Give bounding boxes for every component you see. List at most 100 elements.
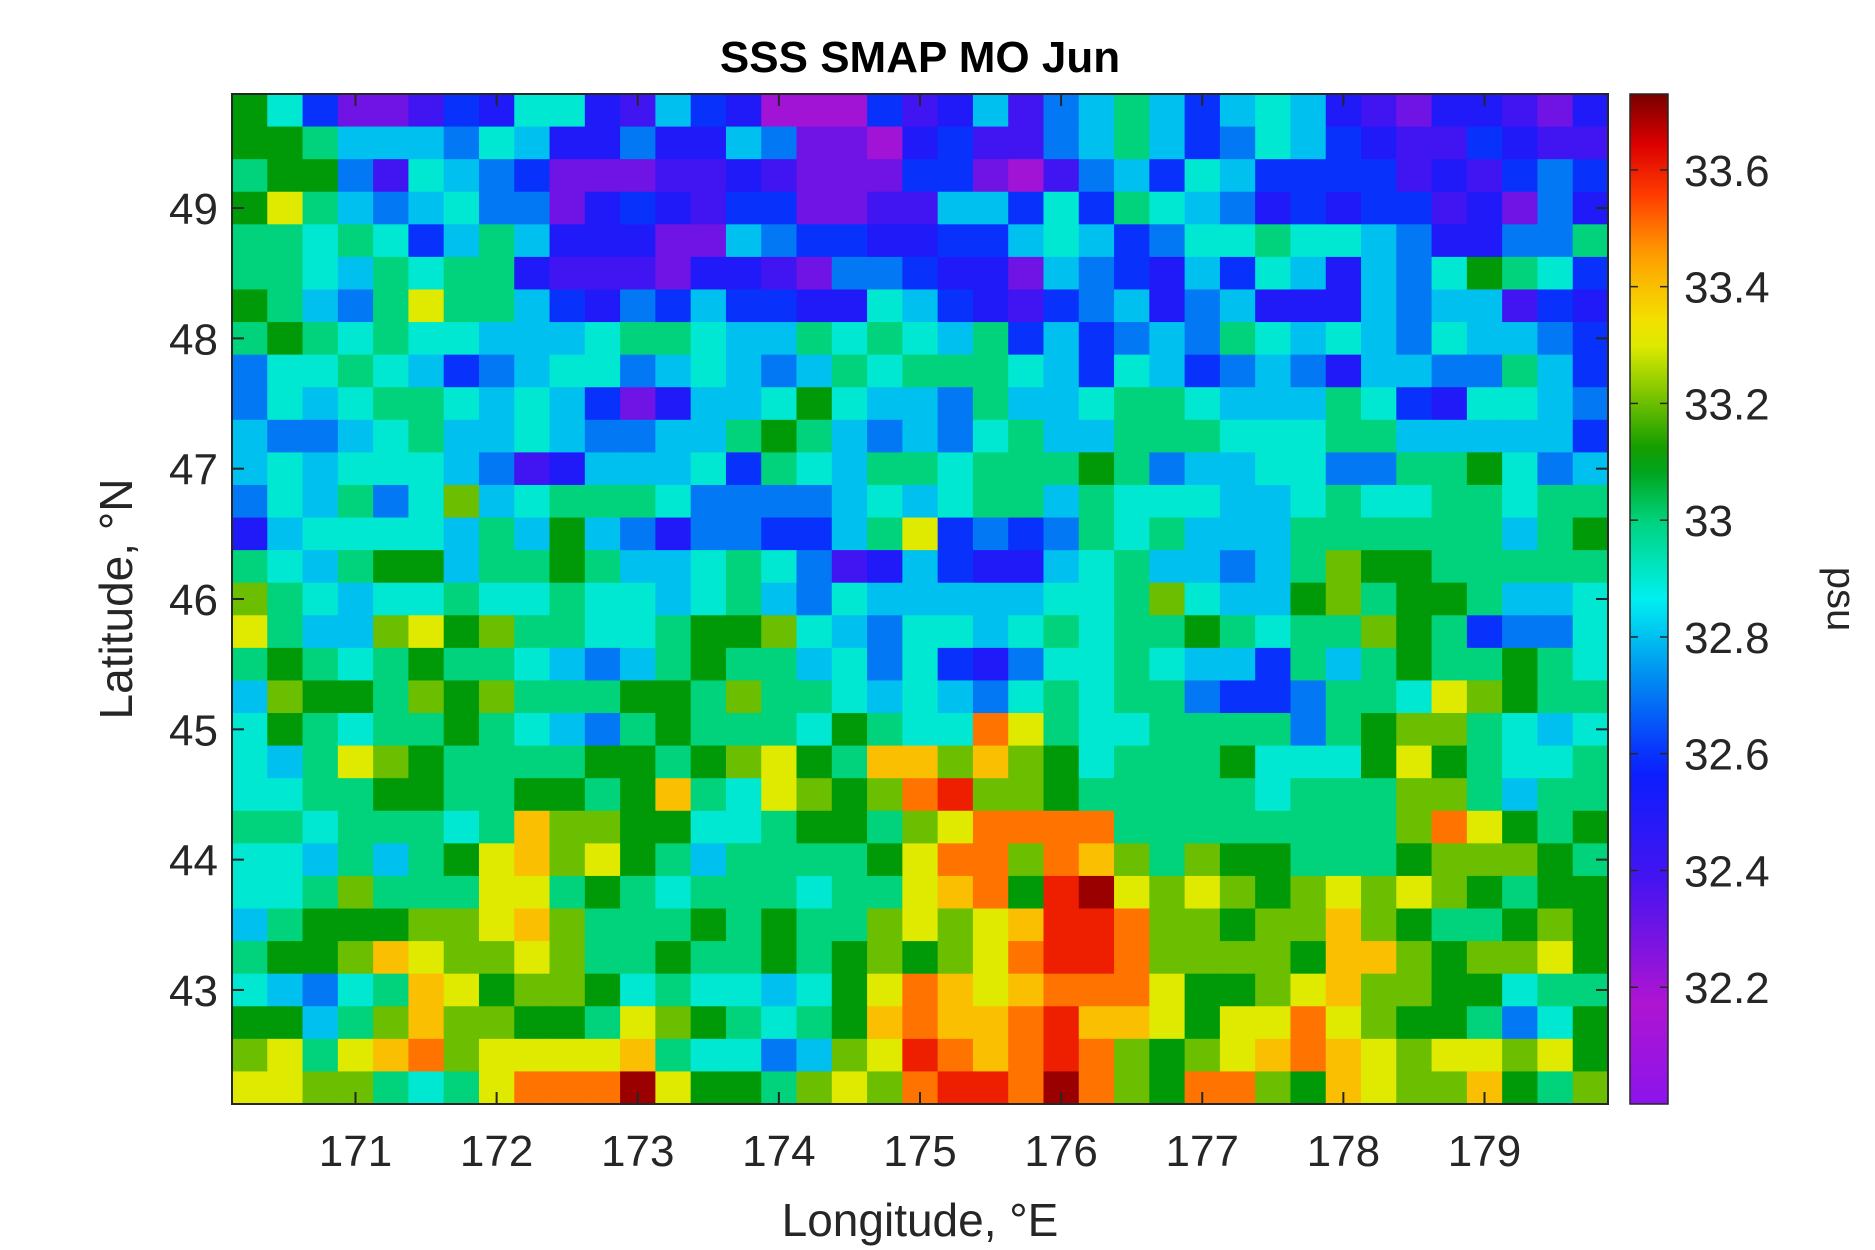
heatmap-cell	[1502, 582, 1539, 616]
heatmap-cell	[549, 289, 586, 323]
heatmap-cell	[937, 126, 974, 160]
heatmap-cell	[1431, 322, 1468, 356]
heatmap-cell	[1149, 778, 1186, 812]
colorbar-tick-label: 32.2	[1684, 964, 1770, 1013]
heatmap-cell	[373, 256, 410, 291]
heatmap-cell	[902, 1038, 939, 1073]
heatmap-cell	[1149, 810, 1186, 844]
heatmap-cell	[1219, 875, 1256, 910]
heatmap-cell	[232, 1006, 268, 1040]
heatmap-cell	[1043, 778, 1080, 812]
heatmap-cell	[1149, 191, 1186, 225]
heatmap-cell	[443, 354, 480, 388]
heatmap-cell	[902, 550, 939, 584]
heatmap-cell	[831, 713, 868, 747]
heatmap-cell	[867, 778, 903, 812]
heatmap-cell	[1114, 256, 1150, 291]
heatmap-cell	[1219, 843, 1256, 877]
heatmap-cell	[620, 419, 656, 453]
heatmap-cell	[514, 1038, 551, 1073]
heatmap-cell	[1537, 875, 1574, 910]
heatmap-cell	[1325, 289, 1362, 323]
heatmap-cell	[1219, 1038, 1256, 1073]
heatmap-cell	[1008, 94, 1045, 128]
heatmap-cell	[1361, 126, 1397, 160]
heatmap-cell	[267, 452, 304, 486]
heatmap-cell	[478, 843, 515, 877]
heatmap-cell	[1114, 582, 1150, 616]
heatmap-cell	[337, 1006, 374, 1040]
heatmap-cell	[902, 1006, 939, 1040]
heatmap-cell	[1219, 126, 1256, 160]
heatmap-cell	[972, 387, 1009, 421]
heatmap-cell	[478, 452, 515, 486]
heatmap-cell	[1466, 387, 1503, 421]
x-tick-label: 173	[601, 1127, 674, 1176]
heatmap-cell	[1255, 1038, 1292, 1073]
heatmap-cell	[902, 224, 939, 258]
heatmap-cell	[267, 1006, 304, 1040]
heatmap-cell	[690, 647, 727, 682]
heatmap-cell	[1078, 1006, 1115, 1040]
heatmap-cell	[1396, 745, 1433, 779]
heatmap-cell	[1502, 941, 1539, 975]
heatmap-cell	[1078, 680, 1115, 714]
heatmap-cell	[1290, 517, 1327, 551]
heatmap-cell	[831, 322, 868, 356]
heatmap-cell	[972, 1006, 1009, 1040]
heatmap-cell	[1184, 354, 1221, 388]
heatmap-cell	[1043, 680, 1080, 714]
heatmap-cell	[1361, 484, 1397, 519]
heatmap-cell	[1325, 550, 1362, 584]
heatmap-cell	[1078, 484, 1115, 519]
heatmap-cell	[373, 615, 410, 649]
y-tick-label: 44	[169, 837, 218, 886]
y-axis-ticks: 43 44 45 46 47 48 49	[169, 185, 1608, 1016]
heatmap-cell	[1537, 256, 1574, 291]
heatmap-cell	[1114, 745, 1150, 779]
heatmap-cell	[831, 159, 868, 193]
x-axis-ticks: 171 172 173 174 175 176 177 178 179	[319, 94, 1521, 1176]
heatmap-cell	[1361, 810, 1397, 844]
heatmap-cell	[620, 1038, 656, 1073]
heatmap-cell	[1290, 941, 1327, 975]
heatmap-cell	[1396, 810, 1433, 844]
heatmap-cell	[867, 1006, 903, 1040]
heatmap-cell	[761, 126, 798, 160]
heatmap-cell	[1219, 289, 1256, 323]
heatmap-cell	[408, 680, 445, 714]
heatmap-cell	[655, 126, 692, 160]
heatmap-cell	[1325, 126, 1362, 160]
heatmap-cell	[1290, 419, 1327, 453]
heatmap-cell	[478, 224, 515, 258]
heatmap-cell	[1325, 322, 1362, 356]
heatmap-cell	[867, 810, 903, 844]
heatmap-cell	[549, 191, 586, 225]
heatmap-cell	[1255, 224, 1292, 258]
heatmap-cell	[1361, 191, 1397, 225]
heatmap-cell	[1043, 322, 1080, 356]
heatmap-cell	[796, 256, 833, 291]
heatmap-cell	[655, 322, 692, 356]
heatmap-cell	[1361, 1038, 1397, 1073]
heatmap-cell	[937, 1006, 974, 1040]
heatmap-cell	[267, 941, 304, 975]
heatmap-cell	[1290, 875, 1327, 910]
heatmap-cell	[655, 843, 692, 877]
heatmap-cell	[867, 908, 903, 942]
heatmap-cell	[373, 322, 410, 356]
heatmap-cell	[1431, 94, 1468, 128]
heatmap-cell	[972, 126, 1009, 160]
heatmap-cell	[1396, 550, 1433, 584]
heatmap-cell	[514, 224, 551, 258]
heatmap-cell	[902, 517, 939, 551]
heatmap-cell	[972, 191, 1009, 225]
heatmap-cell	[655, 615, 692, 649]
heatmap-cell	[761, 941, 798, 975]
heatmap-cell	[1537, 354, 1574, 388]
heatmap-cell	[1219, 191, 1256, 225]
heatmap-cell	[1114, 224, 1150, 258]
heatmap-cell	[1078, 582, 1115, 616]
heatmap-cell	[796, 419, 833, 453]
heatmap-cell	[1043, 452, 1080, 486]
